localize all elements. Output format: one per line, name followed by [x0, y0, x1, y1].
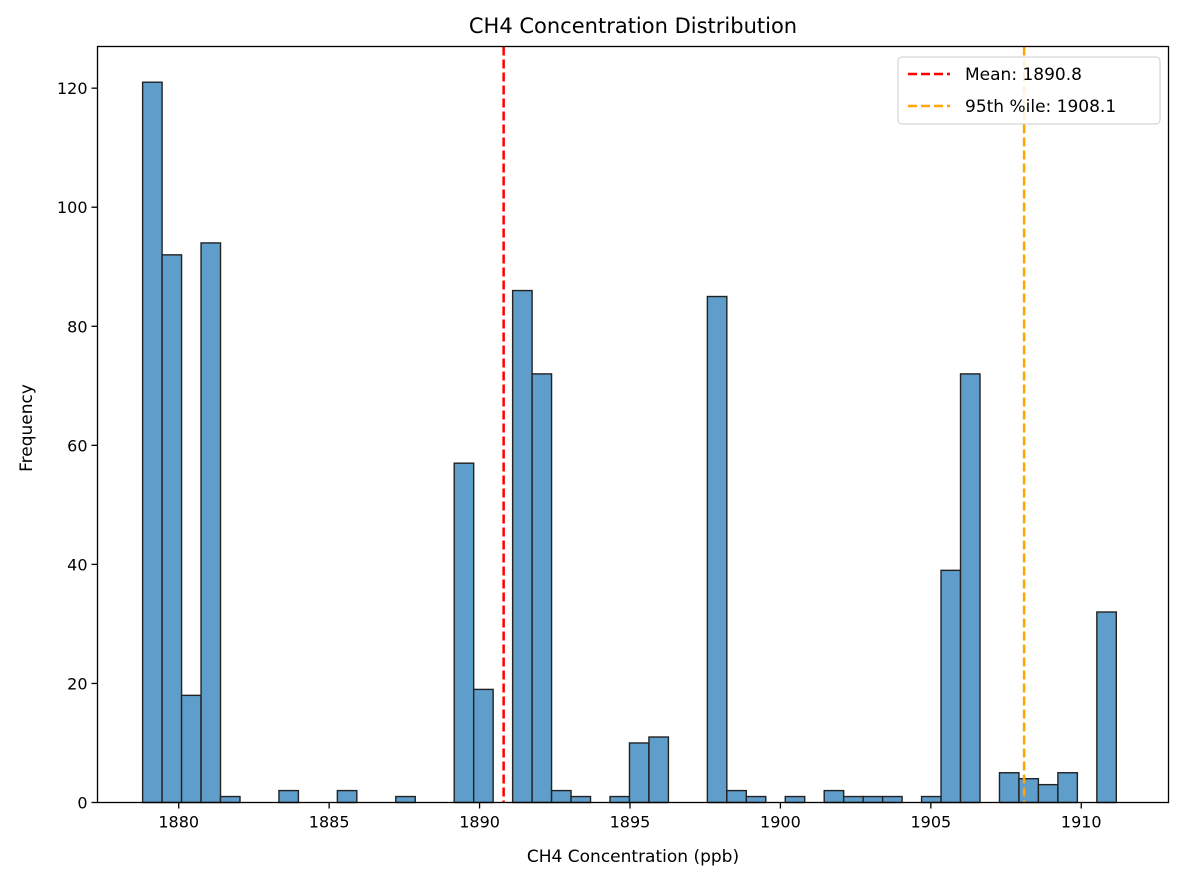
y-tick-label: 20: [67, 674, 87, 693]
legend: Mean: 1890.8 95th %ile: 1908.1: [897, 56, 1161, 125]
histogram-bar: [219, 795, 241, 804]
x-tick-label: 1880: [158, 813, 199, 832]
histogram-bar: [453, 462, 475, 804]
x-tick-label: 1905: [910, 813, 951, 832]
histogram-bar: [1057, 772, 1079, 804]
histogram-bar: [1018, 777, 1040, 804]
reference-lines: [502, 46, 1026, 803]
histogram-bar: [531, 373, 553, 804]
chart-title: CH4 Concentration Distribution: [469, 14, 797, 38]
legend-p95-label: 95th %ile: 1908.1: [965, 97, 1116, 117]
histogram-bar: [784, 795, 806, 804]
x-axis-label: CH4 Concentration (ppb): [527, 847, 739, 867]
y-tick-label: 40: [67, 555, 87, 574]
y-tick-label: 80: [67, 317, 87, 336]
histogram-bar: [180, 694, 202, 804]
legend-mean-label: Mean: 1890.8: [965, 65, 1082, 85]
x-tick-label: 1900: [760, 813, 801, 832]
x-axis-ticks: 1880 1885 1890 1895 1900 1905 1910: [158, 802, 1102, 832]
y-axis-ticks: 0 20 40 60 80 100 120: [57, 79, 98, 813]
histogram-bar: [726, 789, 748, 804]
histogram-bar: [706, 295, 728, 804]
legend-box: [897, 56, 1161, 125]
histogram-bar: [862, 795, 884, 804]
histogram-bar: [511, 289, 533, 804]
x-tick-label: 1910: [1061, 813, 1102, 832]
y-tick-label: 60: [67, 436, 87, 455]
histogram-bar: [1096, 611, 1118, 804]
x-tick-label: 1890: [459, 813, 500, 832]
plot-frame: [96, 45, 1170, 804]
histogram-bar: [1037, 783, 1059, 804]
histogram-bar: [161, 254, 183, 804]
histogram-bar: [200, 242, 222, 804]
histogram-bar: [648, 736, 670, 804]
histogram-bar: [472, 688, 494, 804]
x-tick-label: 1895: [610, 813, 651, 832]
histogram-bar: [570, 795, 592, 804]
histogram-bar: [336, 789, 358, 804]
x-tick-label: 1885: [309, 813, 350, 832]
histogram-bar: [823, 789, 845, 804]
histogram-bar: [395, 795, 416, 804]
histogram-bar: [998, 772, 1020, 804]
histogram-bar: [609, 795, 631, 804]
histogram-bar: [745, 795, 767, 804]
y-tick-label: 100: [57, 198, 88, 217]
histogram-bar: [920, 795, 942, 804]
histogram-bar: [881, 795, 903, 804]
histogram-bar: [550, 789, 572, 804]
histogram-bar: [628, 742, 650, 804]
histogram-bar: [141, 81, 163, 804]
bars-group: [141, 81, 1118, 804]
histogram-bar: [959, 373, 981, 804]
histogram-bar: [940, 569, 962, 804]
y-tick-label: 120: [57, 79, 88, 98]
histogram-bar: [842, 795, 864, 804]
y-axis-label: Frequency: [17, 384, 37, 472]
y-tick-label: 0: [77, 794, 87, 813]
histogram-bar: [278, 789, 300, 804]
